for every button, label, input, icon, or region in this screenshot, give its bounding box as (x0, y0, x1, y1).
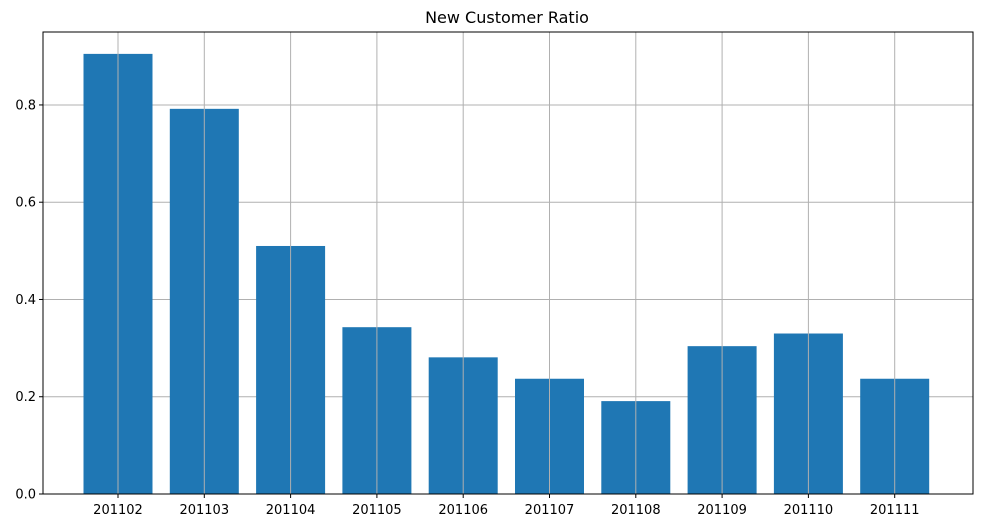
x-tick-label: 201105 (352, 503, 402, 518)
y-axis-ticks: 0.0 0.2 0.4 0.6 0.8 (15, 98, 43, 503)
x-tick-label: 201111 (870, 503, 920, 518)
x-tick-label: 201110 (784, 503, 834, 518)
x-tick-label: 201104 (266, 503, 316, 518)
y-tick-label: 0.0 (15, 488, 36, 503)
x-tick-label: 201107 (525, 503, 575, 518)
y-tick-label: 0.2 (15, 390, 36, 405)
x-tick-label: 201102 (93, 503, 143, 518)
axes-layer (42, 31, 974, 495)
x-tick-label: 201109 (697, 503, 747, 518)
plot-frame (42, 31, 974, 495)
x-tick-label: 201106 (438, 503, 488, 518)
y-tick-label: 0.4 (15, 293, 36, 308)
x-axis-ticks: 201102 201103 201104 201105 201106 201107 2011… (93, 494, 920, 518)
x-tick-label: 201103 (179, 503, 229, 518)
y-tick-label: 0.6 (15, 196, 36, 211)
x-tick-label: 201108 (611, 503, 661, 518)
y-tick-label: 0.8 (15, 98, 36, 113)
chart-title: New Customer Ratio (425, 8, 589, 27)
bar-layer (83, 53, 930, 495)
